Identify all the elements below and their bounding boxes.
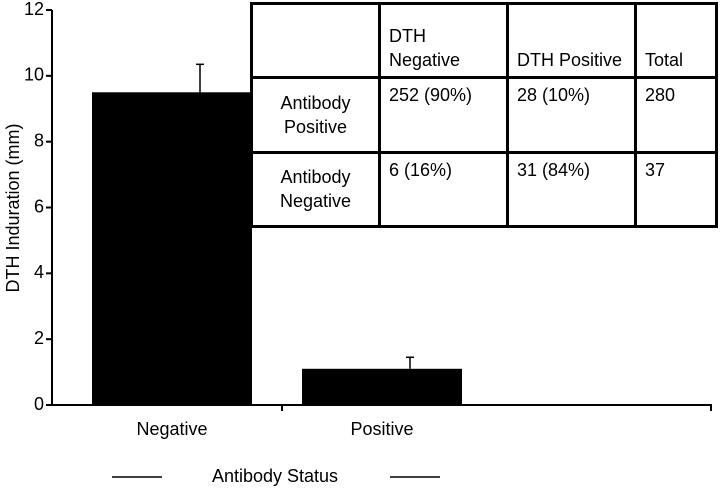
summary-table: DTH Negative DTH Positive Total Antibody… xyxy=(250,1,718,229)
y-tick-label: 6 xyxy=(34,196,44,216)
y-tick-label: 10 xyxy=(24,65,44,85)
y-tick-label: 12 xyxy=(24,0,44,19)
bar xyxy=(92,92,252,406)
bar xyxy=(302,368,462,405)
table-cell: 6 (16%) xyxy=(378,150,509,229)
table-cell: 252 (90%) xyxy=(378,76,509,154)
table-cell: 37 xyxy=(634,150,718,229)
y-axis-label: DTH Induration (mm) xyxy=(3,123,23,292)
table-cell: 31 (84%) xyxy=(506,150,637,229)
table-cell: 280 xyxy=(634,76,718,154)
table-corner xyxy=(250,1,381,80)
row-label: Antibody Positive xyxy=(250,76,381,154)
y-tick-label: 4 xyxy=(34,262,44,282)
x-tick-label: Negative xyxy=(136,419,207,439)
x-tick-label: Positive xyxy=(350,419,413,439)
table-cell: 28 (10%) xyxy=(506,76,637,154)
y-tick-label: 0 xyxy=(34,394,44,414)
column-header: Total xyxy=(634,1,718,80)
row-label: Antibody Negative xyxy=(250,150,381,229)
column-header: DTH Negative xyxy=(378,1,509,80)
y-tick-label: 2 xyxy=(34,328,44,348)
y-tick-label: 8 xyxy=(34,130,44,150)
x-axis-label: Antibody Status xyxy=(212,466,338,486)
column-header: DTH Positive xyxy=(506,1,637,80)
